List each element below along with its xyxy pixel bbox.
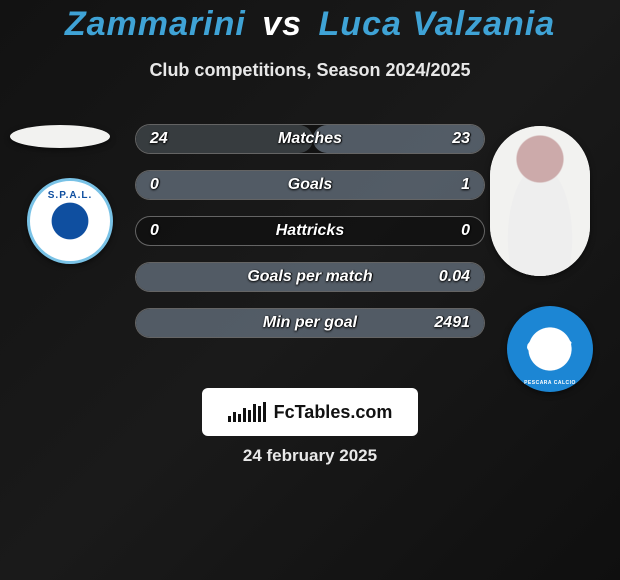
player1-avatar: [10, 125, 110, 148]
player1-name: Zammarini: [65, 5, 246, 43]
player2-name: Luca Valzania: [319, 5, 556, 43]
logo-bar: [238, 414, 241, 422]
stat-value-p2: 2491: [430, 314, 470, 332]
player2-avatar: [490, 126, 590, 276]
stat-row: 24Matches23: [135, 124, 485, 154]
stat-row: Goals per match0.04: [135, 262, 485, 292]
generated-date: 24 february 2025: [0, 446, 620, 466]
logo-bar: [248, 410, 251, 422]
stat-row: 0Goals1: [135, 170, 485, 200]
stat-label: Min per goal: [190, 314, 430, 332]
logo-bar: [258, 406, 261, 422]
stat-value-p2: 1: [430, 176, 470, 194]
logo-bar: [253, 404, 256, 422]
stat-value-p2: 0: [430, 222, 470, 240]
player2-photo: [490, 126, 590, 276]
stat-value-p2: 0.04: [430, 268, 470, 286]
stat-value-p1: 24: [150, 130, 190, 148]
stat-row: 0Hattricks0: [135, 216, 485, 246]
stat-label: Goals: [190, 176, 430, 194]
page-title: Zammarini vs Luca Valzania: [0, 5, 620, 44]
vs-label: vs: [262, 5, 302, 43]
stat-value-p1: 0: [150, 176, 190, 194]
stat-value-p2: 23: [430, 130, 470, 148]
stat-label: Goals per match: [190, 268, 430, 286]
player1-club-badge: [27, 178, 113, 264]
logo-bar: [263, 402, 266, 422]
logo-text: FcTables.com: [274, 402, 393, 423]
stat-value-p1: 0: [150, 222, 190, 240]
logo-bar: [243, 408, 246, 422]
context-subtitle: Club competitions, Season 2024/2025: [0, 60, 620, 81]
stat-label: Matches: [190, 130, 430, 148]
stat-rows: 24Matches230Goals10Hattricks0Goals per m…: [135, 124, 485, 354]
logo-bar: [228, 416, 231, 422]
stat-label: Hattricks: [190, 222, 430, 240]
player2-club-badge: [507, 306, 593, 392]
logo-bar: [233, 412, 236, 422]
fctables-logo: FcTables.com: [202, 388, 418, 436]
stat-row: Min per goal2491: [135, 308, 485, 338]
comparison-card: Zammarini vs Luca Valzania Club competit…: [0, 0, 620, 580]
logo-bars-icon: [228, 402, 266, 422]
